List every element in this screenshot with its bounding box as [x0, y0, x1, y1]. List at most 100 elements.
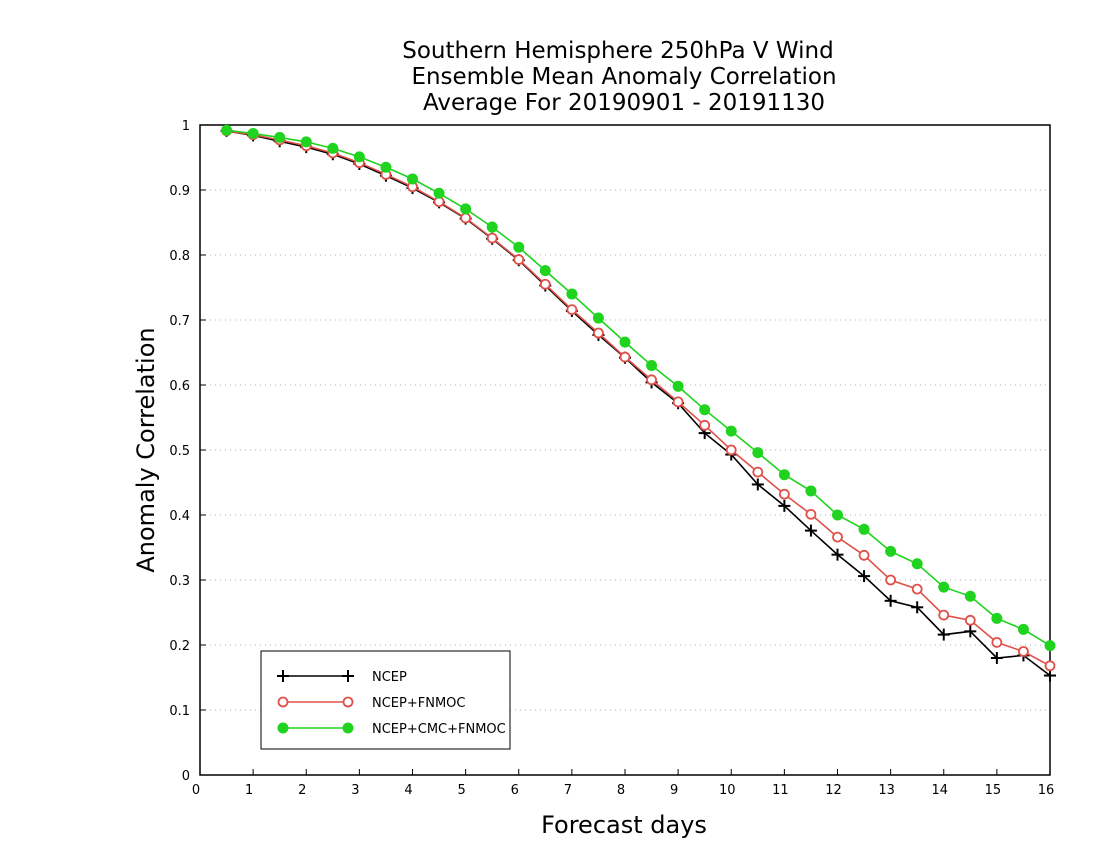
series-1-point-21	[778, 488, 790, 500]
series-1-point-26	[911, 583, 923, 595]
series-0-point-22	[804, 524, 817, 537]
y-tick-label-5: 0.5	[169, 444, 190, 459]
y-tick-label-0: 0	[182, 769, 190, 784]
legend-label-0: NCEP	[372, 670, 407, 685]
x-tick-label-9: 9	[670, 783, 678, 798]
title-line-3: Average For 20190901 - 20191130	[423, 90, 825, 116]
series-2-point-2	[274, 131, 286, 143]
series-2-point-3	[300, 136, 312, 148]
series-0-point-21	[778, 499, 791, 512]
series-2-point-10	[486, 221, 498, 233]
x-axis-ticks: 0 1 2 3 4 5 6 7 8 9 10 11 12 13 14 15 16	[192, 769, 1054, 798]
series-2-point-11	[513, 241, 525, 253]
x-tick-label-3: 3	[351, 783, 359, 798]
series-1-point-14	[593, 327, 604, 339]
series-0-point-28	[964, 625, 977, 638]
legend-box	[260, 650, 511, 750]
title-line-1: Southern Hemisphere 250hPa V Wind	[402, 38, 833, 64]
series-2-point-31	[1044, 640, 1056, 652]
x-tick-label-2: 2	[298, 783, 306, 798]
series-1-point-31	[1044, 660, 1056, 672]
series-2-point-29	[991, 612, 1003, 624]
series-1-point-13	[566, 304, 578, 316]
series-1-point-15	[619, 351, 631, 363]
x-tick-label-15: 15	[985, 783, 1002, 798]
series-2-point-4	[327, 142, 339, 154]
y-tick-label-6: 0.6	[169, 379, 190, 394]
series-1-point-25	[885, 574, 897, 586]
x-tick-label-16: 16	[1038, 783, 1055, 798]
series-2-point-20	[752, 447, 764, 459]
series-2-point-26	[911, 558, 923, 570]
series-2	[221, 124, 1056, 652]
series-2-point-24	[858, 523, 870, 535]
y-tick-label-4: 0.4	[169, 509, 190, 524]
series-0-point-25	[884, 594, 897, 607]
legend-label-1: NCEP+FNMOC	[372, 696, 465, 711]
series-2-point-17	[672, 380, 684, 392]
legend-marker-left-0	[277, 670, 289, 682]
title-line-2: Ensemble Mean Anomaly Correlation	[411, 64, 836, 90]
x-tick-label-6: 6	[511, 783, 519, 798]
series-2-point-9	[460, 203, 472, 215]
series-1-point-17	[672, 396, 684, 408]
x-tick-label-1: 1	[245, 783, 253, 798]
series-2-point-23	[832, 509, 843, 521]
x-tick-label-10: 10	[719, 783, 736, 798]
legend-marker-right-2	[342, 722, 354, 734]
y-tick-label-8: 0.8	[169, 249, 190, 264]
series-1-point-29	[991, 637, 1003, 648]
series-1-point-22	[805, 508, 817, 520]
series-2-point-5	[353, 151, 365, 163]
y-tick-label-3: 0.3	[169, 574, 190, 589]
series-1-point-18	[699, 419, 711, 431]
series-line-0	[226, 130, 1051, 677]
legend-label-2: NCEP+CMC+FNMOC	[372, 722, 506, 737]
y-axis-ticks: 0 0.1 0.2 0.3 0.4 0.5 0.6 0.7 0.8 0.9 1	[169, 119, 206, 784]
series-2-point-6	[380, 161, 392, 173]
series-1-point-12	[539, 278, 551, 290]
x-axis-label: Forecast days	[541, 811, 707, 839]
series-2-point-16	[646, 360, 658, 371]
x-tick-label-5: 5	[457, 783, 465, 798]
series-0-point-29	[990, 652, 1003, 664]
x-tick-label-7: 7	[564, 783, 572, 798]
y-axis-label: Anomaly Correlation	[132, 327, 160, 572]
y-tick-label-9: 0.9	[169, 184, 190, 199]
series-1-point-10	[486, 232, 498, 244]
series-1-point-28	[964, 614, 976, 626]
x-tick-label-8: 8	[617, 783, 625, 798]
legend-marker-right-0	[342, 670, 354, 682]
series-1-point-19	[725, 444, 737, 456]
series-2-point-7	[407, 173, 418, 185]
series-1-point-24	[858, 549, 870, 561]
series-2-point-0	[221, 124, 233, 136]
legend: NCEP NCEP+FNMOC NCEP+CMC+FNMOC	[260, 650, 511, 750]
series-line-2	[226, 129, 1051, 647]
x-tick-label-13: 13	[878, 783, 895, 798]
gridlines	[200, 124, 1050, 711]
x-tick-label-14: 14	[931, 783, 948, 798]
series-2-point-12	[539, 265, 551, 277]
legend-marker-left-1	[277, 696, 289, 708]
series-1	[221, 125, 1056, 672]
x-tick-label-11: 11	[772, 783, 789, 798]
legend-marker-left-2	[277, 722, 289, 734]
series-0-point-27	[937, 628, 950, 641]
series-0-point-20	[751, 478, 764, 491]
series-1-point-23	[832, 531, 843, 543]
series-2-point-21	[778, 469, 790, 481]
series-1-point-20	[752, 466, 764, 478]
chart-title: Southern Hemisphere 250hPa V Wind Ensemb…	[402, 38, 836, 116]
series-0-point-23	[831, 548, 844, 561]
series-0	[220, 124, 1056, 682]
series-0-point-24	[858, 570, 871, 583]
y-tick-label-10: 1	[182, 119, 190, 134]
y-tick-label-2: 0.2	[169, 639, 190, 654]
series-2-point-13	[566, 288, 578, 300]
series-2-point-8	[433, 187, 445, 199]
y-tick-label-1: 0.1	[169, 704, 190, 719]
series-1-point-11	[513, 254, 525, 265]
series-line-1	[226, 130, 1051, 667]
